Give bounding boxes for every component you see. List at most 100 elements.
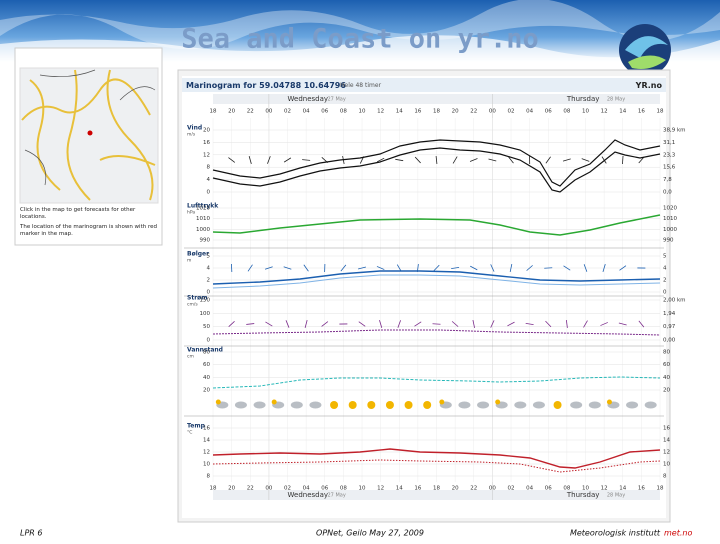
sun-icon (349, 401, 357, 409)
left-tick: 2 (207, 278, 211, 284)
cloud-icon (309, 402, 321, 409)
left-tick: 8 (207, 165, 211, 171)
right-tick: 990 (663, 238, 674, 244)
hour-label: 18 (210, 486, 217, 492)
cloud-icon (235, 402, 247, 409)
hour-label: 04 (526, 109, 533, 115)
hour-label: 10 (582, 109, 589, 115)
right-tick: 40 (663, 375, 670, 381)
hour-label: 08 (340, 109, 347, 115)
direction-arrow (544, 268, 552, 269)
sun-icon (367, 401, 375, 409)
left-tick: 1010 (196, 216, 210, 222)
left-tick: 100 (200, 311, 211, 317)
cloud-icon (645, 402, 657, 409)
hour-label: 16 (414, 109, 421, 115)
day-date: 28 May (607, 493, 625, 499)
left-tick: 4 (207, 177, 211, 183)
hour-label: 04 (303, 486, 310, 492)
hour-label: 18 (433, 109, 440, 115)
hour-label: 08 (563, 109, 570, 115)
left-tick: 150 (200, 298, 211, 304)
left-tick: 16 (203, 426, 210, 432)
right-tick: 2,00 km (663, 298, 686, 304)
hour-label: 00 (265, 109, 272, 115)
sun-icon (386, 401, 394, 409)
hour-label: 00 (489, 486, 496, 492)
hour-label: 20 (452, 109, 459, 115)
left-tick: 12 (203, 152, 210, 158)
hour-label: 06 (545, 109, 552, 115)
left-tick: 20 (203, 388, 210, 394)
direction-arrow (433, 324, 441, 325)
period[interactable]: Hele 48 timer (340, 82, 382, 89)
right-tick: 10 (663, 462, 670, 468)
right-tick: 38,9 km (663, 128, 686, 134)
sun-icon (495, 400, 500, 405)
left-tick: 0 (207, 338, 211, 344)
hour-label: 20 (452, 486, 459, 492)
hour-label: 04 (303, 109, 310, 115)
footer-brand: met.no (664, 529, 692, 538)
left-tick: 12 (203, 450, 210, 456)
right-tick: 1020 (663, 206, 677, 212)
left-tick: 4 (207, 266, 211, 272)
right-tick: 31,1 (663, 140, 675, 146)
panel-unit: cm (187, 355, 194, 360)
panel-unit: cm/s (187, 302, 198, 308)
left-tick: 20 (203, 128, 210, 134)
day-name: Wednesday (288, 491, 329, 499)
hour-label: 10 (582, 486, 589, 492)
sun-icon (554, 401, 562, 409)
right-tick: 2 (663, 278, 667, 284)
hour-label: 02 (508, 486, 515, 492)
slide-title: Sea and Coast on yr.no (181, 24, 539, 55)
panel-unit: m (187, 259, 191, 264)
hour-label: 08 (563, 486, 570, 492)
hour-label: 04 (526, 486, 533, 492)
hour-label: 00 (265, 486, 272, 492)
day-name: Thursday (566, 95, 600, 103)
hour-label: 18 (433, 486, 440, 492)
hour-label: 10 (359, 109, 366, 115)
hour-label: 12 (601, 486, 608, 492)
left-tick: 8 (207, 474, 211, 480)
hour-label: 06 (321, 486, 328, 492)
brand: YR.no (635, 81, 663, 90)
day-name: Thursday (566, 491, 600, 499)
left-tick: 14 (203, 438, 210, 444)
right-tick: 0,0 (663, 190, 672, 196)
hour-label: 22 (247, 486, 254, 492)
hour-label: 14 (396, 109, 403, 115)
hour-label: 02 (508, 109, 515, 115)
right-tick: 4 (663, 266, 667, 272)
left-tick: 990 (200, 238, 211, 244)
cloud-icon (570, 402, 582, 409)
panel-unit: °C (187, 430, 192, 436)
hour-label: 00 (489, 109, 496, 115)
right-tick: 7,8 (663, 177, 672, 183)
hour-label: 20 (228, 109, 235, 115)
right-tick: 60 (663, 362, 670, 368)
right-tick: 5 (663, 254, 667, 260)
cloud-icon (626, 402, 638, 409)
map-notes: Click in the map to get forecasts for ot… (20, 207, 160, 243)
sun-icon (607, 400, 612, 405)
day-name: Wednesday (288, 95, 329, 103)
direction-arrow (622, 156, 623, 164)
hour-label: 22 (470, 486, 477, 492)
right-tick: 12 (663, 450, 670, 456)
sun-icon (439, 400, 444, 405)
location-marker[interactable] (88, 131, 93, 136)
cloud-icon (254, 402, 266, 409)
hour-label: 12 (601, 109, 608, 115)
sun-icon (216, 400, 221, 405)
map-note: The location of the marinogram is shown … (20, 224, 160, 238)
hour-label: 18 (210, 109, 217, 115)
hour-label: 02 (284, 109, 291, 115)
marinogram-title: Marinogram for 59.04788 10.64796 (186, 81, 346, 90)
right-tick: 80 (663, 350, 670, 356)
hour-label: 22 (247, 109, 254, 115)
